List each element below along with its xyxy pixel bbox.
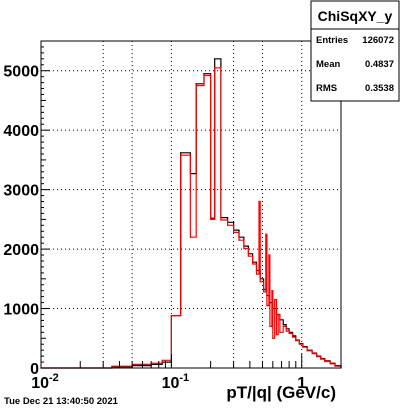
data-point-red	[263, 291, 265, 293]
data-point-red	[247, 255, 249, 257]
data-point-red	[316, 356, 318, 358]
data-point-red	[302, 346, 304, 348]
x-tick-label: 10-1	[162, 372, 190, 392]
stats-mean-value: 0.4837	[365, 59, 394, 70]
axis-ticks	[40, 40, 342, 369]
data-point-black	[282, 324, 284, 326]
data-point-red	[203, 74, 205, 77]
data-point-red	[266, 305, 268, 307]
data-point-red	[220, 219, 222, 221]
y-tick-label: 1000	[3, 302, 39, 319]
plot-frame	[40, 40, 342, 369]
x-axis-title: pT/|q| (GeV/c)	[226, 383, 336, 402]
data-point-red	[268, 254, 270, 256]
data-point-red	[269, 325, 271, 327]
data-point-red	[329, 363, 331, 365]
data-point-red	[265, 233, 267, 235]
data-point-red	[227, 224, 229, 226]
data-point-red	[324, 360, 326, 363]
stats-box: ChiSqXY_y Entries 126072 Mean 0.4837 RMS…	[310, 0, 400, 102]
data-point-red	[252, 263, 254, 265]
data-point-black	[180, 152, 182, 154]
data-point-red	[320, 358, 322, 360]
data-point-red	[274, 299, 276, 301]
data-point-red	[279, 331, 281, 333]
stats-entries-label: Entries	[316, 35, 348, 46]
data-point-red	[259, 281, 261, 283]
data-point-red	[180, 154, 182, 156]
x-tick-label: 1	[297, 375, 306, 392]
data-point-red	[285, 330, 287, 332]
data-point-red	[277, 313, 279, 316]
data-point-red	[306, 350, 308, 352]
data-point-red	[282, 325, 284, 327]
data-point-red	[275, 334, 278, 336]
data-point-red	[288, 332, 290, 335]
stats-rms-value: 0.3538	[365, 83, 394, 94]
stats-box-frame	[310, 0, 400, 102]
data-point-red	[238, 239, 240, 241]
y-tick-label: 5000	[3, 64, 39, 81]
y-tick-label: 3000	[3, 183, 39, 200]
data-point-red	[295, 340, 297, 342]
data-point-red	[258, 200, 260, 203]
tick-labels: 0 1000 2000 3000 4000 5000 10-2 10-1 1	[3, 64, 306, 392]
series-layer	[40, 58, 342, 369]
y-tick-label: 0	[30, 361, 39, 378]
data-point-red	[272, 337, 274, 339]
data-point-black	[214, 58, 216, 60]
stats-title: ChiSqXY_y	[318, 8, 393, 24]
data-point-red	[243, 247, 245, 250]
data-point-red	[311, 353, 313, 355]
data-point-black	[195, 83, 197, 85]
data-point-red	[292, 336, 294, 338]
series-line-red	[41, 67, 342, 369]
data-point-red	[189, 236, 191, 238]
data-point-red	[170, 315, 172, 317]
stats-mean-label: Mean	[316, 59, 340, 70]
timestamp: Tue Dec 21 13:40:50 2021	[4, 396, 119, 407]
data-point-red	[214, 67, 216, 69]
y-tick-label: 4000	[3, 123, 39, 140]
y-tick-label: 2000	[3, 242, 39, 259]
data-point-black	[203, 73, 205, 75]
data-point-red	[233, 231, 235, 233]
x-tick-label: 10-2	[31, 372, 59, 392]
data-point-red	[255, 273, 258, 275]
stats-rms-label: RMS	[316, 83, 337, 94]
grid-lines	[41, 41, 341, 368]
data-point-red	[111, 365, 113, 367]
data-point-red	[210, 218, 212, 220]
data-point-red	[298, 343, 300, 345]
data-point-red	[271, 290, 273, 292]
stats-entries-value: 126072	[362, 35, 394, 46]
data-point-red	[334, 365, 336, 367]
data-point-red	[195, 85, 197, 87]
data-point-red	[161, 359, 163, 361]
